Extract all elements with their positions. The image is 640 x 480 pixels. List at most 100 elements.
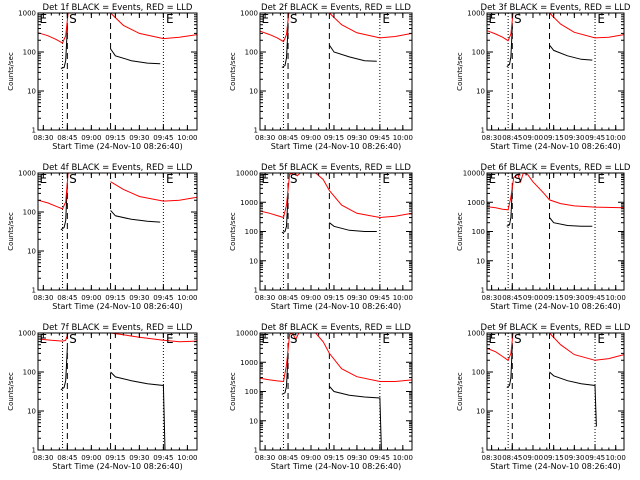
marker-e: E bbox=[597, 172, 605, 186]
x-tick-label: 09:30 bbox=[347, 294, 367, 302]
y-tick-label: 100 bbox=[472, 49, 485, 57]
x-tick-label: 09:15 bbox=[544, 134, 564, 142]
y-tick-label: 10000 bbox=[236, 330, 258, 338]
x-tick-label: 09:00 bbox=[81, 134, 101, 142]
series-events-line bbox=[328, 44, 377, 62]
series-events-line bbox=[506, 188, 513, 227]
series-group bbox=[487, 13, 624, 68]
series-lld-line bbox=[487, 173, 624, 211]
marker-e: E bbox=[597, 332, 605, 346]
series-lld-line bbox=[110, 181, 197, 202]
y-tick-label: 10 bbox=[27, 408, 36, 416]
x-tick-label: 10:00 bbox=[177, 454, 197, 462]
x-tick-label: 09:30 bbox=[564, 294, 584, 302]
y-tick-label: 1000 bbox=[18, 170, 36, 178]
x-tick-label: 09:15 bbox=[544, 454, 564, 462]
y-tick-label: 1000 bbox=[240, 10, 258, 18]
x-tick-label: 08:30 bbox=[482, 134, 502, 142]
x-tick-label: 09:00 bbox=[301, 134, 321, 142]
plot-frame bbox=[486, 12, 625, 131]
y-tick-label: 10 bbox=[476, 257, 485, 265]
marker-e: E bbox=[488, 12, 496, 26]
series-lld-line bbox=[260, 333, 304, 383]
panel-title: Det 3f BLACK = Events, RED = LLD bbox=[481, 3, 631, 13]
series-events-line bbox=[60, 184, 68, 231]
marker-e: E bbox=[382, 172, 390, 186]
series-lld-line bbox=[487, 13, 514, 42]
x-axis-label: Start Time (24-Nov-10 08:26:40) bbox=[490, 142, 620, 151]
x-axis-label: Start Time (24-Nov-10 08:26:40) bbox=[271, 462, 401, 471]
panel-title: Det 7f BLACK = Events, RED = LLD bbox=[43, 323, 193, 333]
series-lld-line bbox=[315, 173, 412, 219]
x-tick-label: 09:30 bbox=[564, 454, 584, 462]
series-lld-line bbox=[329, 13, 412, 39]
x-tick-label: 09:45 bbox=[370, 454, 390, 462]
x-tick-label: 08:45 bbox=[278, 454, 298, 462]
x-tick-label: 10:00 bbox=[393, 134, 413, 142]
series-lld-line bbox=[38, 173, 69, 210]
x-tick-label: 09:45 bbox=[153, 134, 173, 142]
y-tick-label: 10000 bbox=[463, 170, 485, 178]
series-lld-line bbox=[549, 333, 624, 361]
x-tick-label: 10:00 bbox=[606, 454, 626, 462]
x-tick-label: 09:30 bbox=[347, 134, 367, 142]
x-tick-label: 09:00 bbox=[81, 294, 101, 302]
y-axis-label: Counts/sec bbox=[229, 212, 237, 251]
marker-s: S bbox=[290, 332, 298, 346]
x-tick-label: 09:15 bbox=[324, 454, 344, 462]
x-tick-label: 08:45 bbox=[502, 294, 522, 302]
series-events-line bbox=[60, 28, 68, 69]
y-tick-label: 10 bbox=[249, 88, 258, 96]
marker-e: E bbox=[488, 332, 496, 346]
marker-s: S bbox=[290, 172, 298, 186]
y-tick-label: 10 bbox=[476, 88, 485, 96]
y-tick-label: 1 bbox=[32, 287, 36, 295]
series-lld-line bbox=[487, 333, 514, 362]
y-tick-label: 1 bbox=[254, 287, 258, 295]
x-tick-label: 10:00 bbox=[177, 134, 197, 142]
y-axis-label: Counts/sec bbox=[456, 212, 464, 251]
x-tick-label: 09:00 bbox=[301, 454, 321, 462]
series-events-line bbox=[506, 344, 513, 388]
y-axis-label: Counts/sec bbox=[229, 372, 237, 411]
x-axis-label: Start Time (24-Nov-10 08:26:40) bbox=[271, 142, 401, 151]
series-events-line bbox=[60, 348, 68, 391]
plot-frame bbox=[37, 12, 198, 131]
x-tick-label: 08:45 bbox=[502, 454, 522, 462]
y-tick-label: 10 bbox=[249, 417, 258, 425]
marker-e: E bbox=[488, 172, 496, 186]
y-axis-label: Counts/sec bbox=[7, 212, 15, 251]
y-tick-label: 100 bbox=[23, 209, 36, 217]
x-axis-label: Start Time (24-Nov-10 08:26:40) bbox=[52, 142, 182, 151]
y-axis-label: Counts/sec bbox=[7, 52, 15, 91]
series-events-line bbox=[549, 217, 593, 227]
series-group bbox=[487, 333, 624, 427]
series-lld-line bbox=[549, 13, 624, 39]
x-tick-label: 08:45 bbox=[502, 134, 522, 142]
marker-e: E bbox=[166, 12, 174, 26]
y-tick-label: 1 bbox=[254, 127, 258, 135]
x-axis-label: Start Time (24-Nov-10 08:26:40) bbox=[52, 462, 182, 471]
marker-s: S bbox=[69, 12, 77, 26]
x-tick-label: 08:30 bbox=[33, 134, 53, 142]
x-axis-label: Start Time (24-Nov-10 08:26:40) bbox=[490, 462, 620, 471]
series-group bbox=[487, 173, 624, 227]
x-tick-label: 08:45 bbox=[278, 134, 298, 142]
x-tick-label: 09:30 bbox=[129, 454, 149, 462]
x-tick-label: 09:45 bbox=[370, 294, 390, 302]
marker-e: E bbox=[40, 12, 48, 26]
series-events-line bbox=[549, 371, 597, 427]
x-tick-label: 09:45 bbox=[585, 134, 605, 142]
x-axis-label: Start Time (24-Nov-10 08:26:40) bbox=[490, 302, 620, 311]
marker-s: S bbox=[290, 12, 298, 26]
x-tick-label: 08:30 bbox=[255, 134, 275, 142]
series-lld-line bbox=[38, 333, 69, 342]
series-events-line bbox=[110, 371, 166, 450]
plot-frame bbox=[486, 172, 625, 291]
x-tick-label: 09:30 bbox=[564, 134, 584, 142]
panel-title: Det 1f BLACK = Events, RED = LLD bbox=[43, 3, 193, 13]
series-group bbox=[260, 13, 412, 68]
y-tick-label: 100 bbox=[23, 369, 36, 377]
x-tick-label: 09:45 bbox=[153, 454, 173, 462]
x-tick-label: 09:00 bbox=[523, 454, 543, 462]
